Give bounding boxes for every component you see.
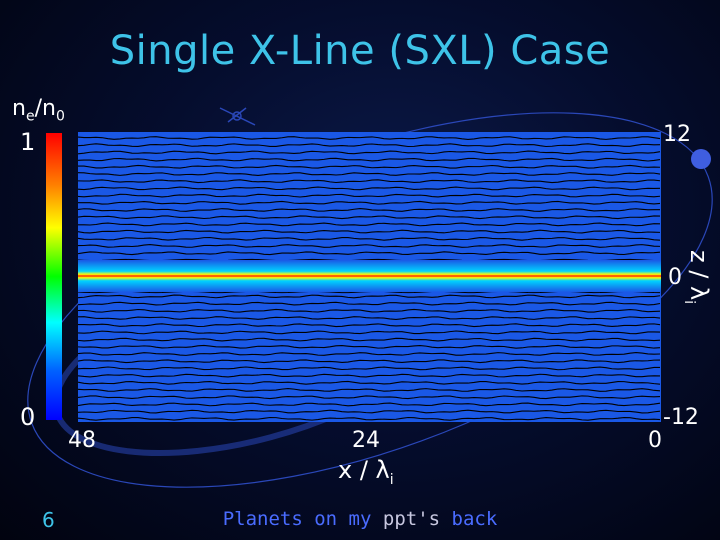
contour-line-31 xyxy=(78,395,661,400)
contour-line-34 xyxy=(78,416,661,421)
planet-icon xyxy=(691,149,711,169)
sheet-boundary-0 xyxy=(78,258,661,262)
contour-line-21 xyxy=(78,323,661,328)
contour-line-2 xyxy=(78,150,661,155)
contour-line-14 xyxy=(78,236,661,241)
slide-footer: Planets on my ppt's back xyxy=(222,508,498,530)
contour-line-22 xyxy=(78,330,661,335)
contour-line-24 xyxy=(78,344,661,349)
contour-line-33 xyxy=(78,409,661,414)
contour-line-29 xyxy=(78,380,661,385)
contour-line-13 xyxy=(78,229,661,234)
colorbar-label: ne/n0 xyxy=(12,96,65,125)
contour-line-20 xyxy=(78,316,661,320)
colorbar-min-label: 0 xyxy=(20,403,36,431)
colorbar-max-label: 1 xyxy=(20,128,36,156)
current-sheet-band xyxy=(78,260,661,292)
density-heatmap xyxy=(78,132,661,422)
contour-line-6 xyxy=(78,179,661,184)
contour-line-11 xyxy=(78,215,661,220)
contour-line-32 xyxy=(78,402,661,407)
contour-line-25 xyxy=(78,352,661,356)
x-tick-left: 48 xyxy=(68,428,96,453)
colorbar xyxy=(46,133,62,420)
contour-line-0 xyxy=(78,136,661,140)
contour-line-3 xyxy=(78,157,661,162)
x-axis-label: x / λi xyxy=(338,456,394,488)
slide-number: 6 xyxy=(42,508,55,532)
contour-line-18 xyxy=(78,301,661,306)
z-tick-bottom: -12 xyxy=(663,405,699,430)
contour-line-16 xyxy=(78,251,661,256)
contour-line-5 xyxy=(78,172,661,176)
contour-line-8 xyxy=(78,193,661,198)
contour-line-17 xyxy=(78,294,661,299)
contour-line-15 xyxy=(78,244,661,248)
contour-line-4 xyxy=(78,164,661,169)
slide-title: Single X-Line (SXL) Case xyxy=(109,28,611,74)
contour-line-27 xyxy=(78,366,661,371)
x-tick-right: 0 xyxy=(648,428,662,453)
contour-line-9 xyxy=(78,200,661,205)
z-tick-top: 12 xyxy=(663,122,691,147)
x-tick-mid: 24 xyxy=(352,428,380,453)
contour-line-30 xyxy=(78,388,661,392)
contour-line-28 xyxy=(78,373,661,378)
contour-line-7 xyxy=(78,186,661,191)
contour-line-26 xyxy=(78,359,661,364)
contour-line-12 xyxy=(78,222,661,227)
contour-line-23 xyxy=(78,337,661,342)
z-axis-label: z / λi xyxy=(681,250,713,305)
z-tick-mid: 0 xyxy=(668,265,682,290)
contour-line-10 xyxy=(78,208,661,212)
satellite-icon xyxy=(219,107,256,126)
contour-line-19 xyxy=(78,308,661,313)
contour-line-1 xyxy=(78,143,661,148)
